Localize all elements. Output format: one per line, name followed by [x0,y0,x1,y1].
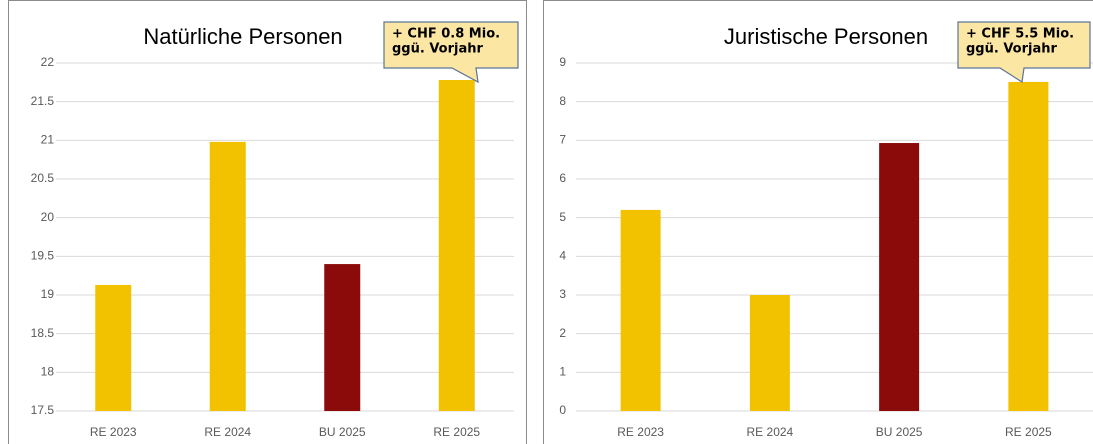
x-tick-label: RE 2023 [617,425,664,439]
y-tick-label: 0 [559,403,566,417]
x-tick-label: RE 2025 [433,425,480,439]
callout-text: + CHF 5.5 Mio. [966,27,1074,42]
callout-text: ggü. Vorjahr [966,42,1058,57]
bar [620,209,661,411]
y-tick-label: 18 [41,365,55,379]
bar [879,143,920,412]
y-tick-label: 5 [559,210,566,224]
y-tick-label: 20 [41,210,55,224]
y-tick-label: 22 [41,55,55,69]
x-tick-label: BU 2025 [876,425,923,439]
y-tick-label: 8 [559,94,566,108]
y-tick-label: 1 [559,365,566,379]
y-tick-label: 17.5 [31,403,55,417]
y-tick-label: 19 [41,287,55,301]
callout [957,21,1091,84]
bar [1008,81,1049,412]
chart-title: Natürliche Personen [143,24,342,49]
y-tick-label: 18.5 [31,326,55,340]
callout-text: ggü. Vorjahr [392,42,484,57]
callout [383,21,519,84]
y-tick-label: 2 [559,326,566,340]
y-tick-label: 4 [559,249,566,263]
x-tick-label: RE 2024 [747,425,794,439]
bar [438,80,475,411]
y-tick-label: 21.5 [31,94,55,108]
y-tick-label: 20.5 [31,171,55,185]
y-tick-label: 7 [559,133,566,147]
x-tick-label: RE 2023 [90,425,137,439]
chart-title: Juristische Personen [724,24,928,49]
bar [95,284,132,411]
x-tick-label: RE 2024 [204,425,251,439]
x-tick-label: BU 2025 [319,425,366,439]
bar [209,141,246,411]
y-tick-label: 6 [559,171,566,185]
x-tick-label: RE 2025 [1005,425,1052,439]
y-tick-label: 3 [559,287,566,301]
bar [749,295,790,411]
y-tick-label: 21 [41,133,55,147]
y-tick-label: 9 [559,55,566,69]
y-tick-label: 19.5 [31,249,55,263]
bar [324,264,361,411]
callout-text: + CHF 0.8 Mio. [392,27,500,42]
